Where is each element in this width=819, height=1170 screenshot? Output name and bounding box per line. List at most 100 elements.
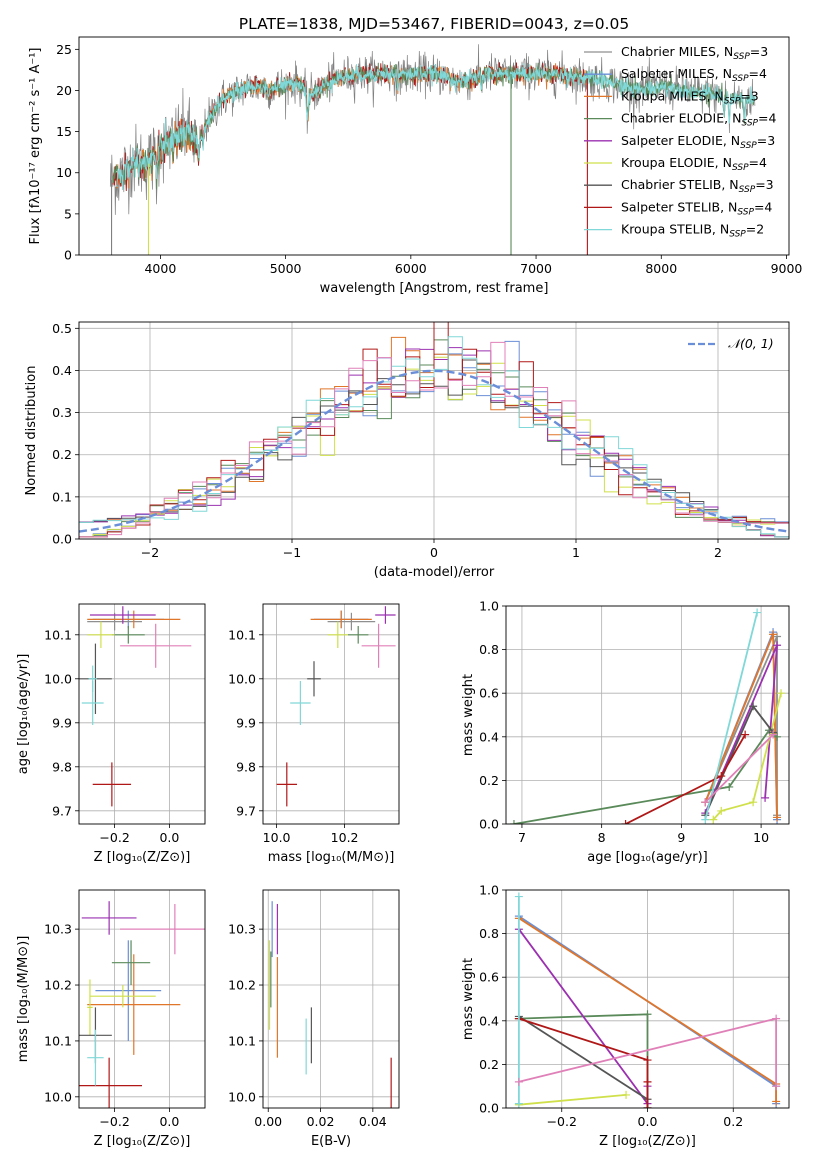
mass-weight-marker bbox=[709, 815, 718, 824]
legend-label-tail: =3 bbox=[750, 44, 768, 59]
mass-weight-marker bbox=[509, 820, 518, 824]
plot-area bbox=[79, 901, 205, 1108]
gaussian-curve bbox=[79, 369, 789, 533]
legend-label: Salpeter MILES, NSSP=4 bbox=[621, 66, 767, 84]
x-axis-label: E(B-V) bbox=[311, 1134, 351, 1149]
y-tick-label: 10.0 bbox=[44, 671, 72, 686]
x-tick-label: 8000 bbox=[645, 261, 677, 276]
age-vs-z-panel: −0.2 0.0 9.7 9.8 9.9 10.0 10.1 Z [log₁₀(Z/Z⊙)] a… bbox=[16, 603, 206, 865]
y-tick-label: 0.1 bbox=[52, 489, 72, 504]
x-axis-label: mass [log₁₀(M/M⊙)] bbox=[268, 850, 395, 865]
y-tick-label: 10.0 bbox=[44, 1089, 72, 1104]
mass-weight-marker bbox=[772, 1014, 781, 1023]
mass-weight-line bbox=[704, 733, 774, 803]
axes-frame bbox=[262, 603, 400, 825]
mass-weight-marker bbox=[643, 1077, 652, 1086]
y-tick-label: 1.0 bbox=[479, 883, 499, 898]
legend-label-main: Chabrier MILES, N bbox=[621, 44, 733, 59]
y-tick-label: 0.6 bbox=[479, 686, 499, 701]
legend-label-tail: =3 bbox=[740, 88, 758, 103]
x-tick-label: 6000 bbox=[395, 261, 427, 276]
x-axis-label: (data-model)/error bbox=[374, 565, 495, 580]
y-tick-label: 5 bbox=[64, 206, 72, 221]
y-tick-label: 0.8 bbox=[479, 642, 499, 657]
legend-label-tail: =4 bbox=[758, 111, 776, 126]
grid bbox=[79, 604, 205, 824]
x-tick-label: 0.00 bbox=[254, 1114, 282, 1129]
y-tick-label: 9.9 bbox=[52, 715, 72, 730]
legend-label-sub: SSP bbox=[732, 163, 749, 173]
y-tick-label: 10.0 bbox=[228, 1089, 256, 1104]
mass-weight-marker bbox=[643, 1056, 652, 1065]
axes-frame bbox=[505, 605, 790, 825]
x-tick-label: 1 bbox=[572, 545, 580, 560]
y-tick-label: 0.3 bbox=[52, 405, 72, 420]
legend-label-sub: SSP bbox=[739, 185, 756, 195]
y-axis-label: mass [log₁₀(M/M⊙)] bbox=[16, 936, 31, 1063]
mass-weight-marker bbox=[514, 892, 523, 901]
x-axis-label: wavelength [Angstrom, rest frame] bbox=[320, 281, 549, 296]
y-tick-label: 10.2 bbox=[44, 978, 72, 993]
legend-label: Kroupa STELIB, NSSP=2 bbox=[621, 222, 764, 240]
mass-weight-marker bbox=[622, 1090, 631, 1099]
mass-weight-line bbox=[704, 612, 758, 820]
plot-area bbox=[276, 606, 396, 807]
x-tick-label: 7000 bbox=[520, 261, 552, 276]
legend-label-main: Kroupa STELIB, N bbox=[621, 222, 729, 237]
x-axis-label: Z [log₁₀(Z/Z⊙)] bbox=[94, 850, 191, 865]
mass-weight-marker bbox=[773, 632, 782, 641]
mass-weight-marker bbox=[621, 820, 630, 824]
legend-label-tail: =4 bbox=[749, 66, 767, 81]
x-tick-label: 0.0 bbox=[638, 1114, 658, 1129]
mass-vs-z-panel: −0.2 0.0 10.0 10.1 10.2 10.3 Z [log₁₀(Z/Z⊙)] ma… bbox=[16, 889, 206, 1149]
x-tick-label: 9 bbox=[677, 830, 685, 845]
y-tick-label: 9.7 bbox=[236, 803, 256, 818]
y-tick-label: 0.2 bbox=[52, 447, 72, 462]
y-tick-label: 9.8 bbox=[52, 759, 72, 774]
grid bbox=[79, 890, 205, 1108]
x-tick-label: 2 bbox=[714, 545, 722, 560]
legend-label-main: Salpeter STELIB, N bbox=[621, 199, 737, 214]
y-tick-label: 20 bbox=[56, 83, 72, 98]
y-tick-label: 10.1 bbox=[44, 1033, 72, 1048]
legend-label: Chabrier STELIB, NSSP=3 bbox=[621, 177, 774, 195]
legend-label-tail: =4 bbox=[754, 199, 772, 214]
y-tick-label: 0.8 bbox=[479, 926, 499, 941]
legend-label: Kroupa MILES, NSSP=3 bbox=[621, 88, 759, 106]
x-tick-label: −2 bbox=[141, 545, 159, 560]
x-tick-label: 0.04 bbox=[359, 1114, 387, 1129]
y-tick-label: 25 bbox=[56, 42, 72, 57]
y-tick-label: 1.0 bbox=[479, 599, 499, 614]
plot-area bbox=[268, 901, 392, 1108]
mass-weight-marker bbox=[725, 782, 734, 791]
y-axis-label: age [log₁₀(age/yr)] bbox=[16, 654, 31, 775]
x-axis-label: age [log₁₀(age/yr)] bbox=[587, 850, 708, 865]
y-tick-label: 10.0 bbox=[228, 671, 256, 686]
legend-label-sub: SSP bbox=[737, 207, 754, 217]
legend-label-main: Kroupa MILES, N bbox=[621, 88, 724, 103]
model-spectrum-line bbox=[112, 62, 756, 190]
axes-frame bbox=[78, 36, 790, 256]
mass-weight-line bbox=[518, 1094, 627, 1106]
plot-area bbox=[79, 606, 192, 807]
mass-weight-marker bbox=[773, 813, 782, 822]
weight-vs-age-panel: 7 8 9 10 0.0 0.2 0.4 0.6 0.8 1.0 age [log₁₀(age/yr… bbox=[461, 599, 790, 865]
y-tick-label: 0.2 bbox=[479, 1057, 499, 1072]
mass-weight-marker bbox=[769, 630, 778, 639]
axes-frame bbox=[78, 321, 790, 540]
legend-label-sub: SSP bbox=[741, 119, 758, 129]
spectrum-panel: 4000 5000 6000 7000 8000 9000 0 5 10 15 20 25 wavele… bbox=[28, 36, 802, 296]
y-tick-label: 9.9 bbox=[236, 715, 256, 730]
x-tick-label: 0 bbox=[430, 545, 438, 560]
mass-weight-marker bbox=[701, 815, 710, 824]
legend-label: 𝒩(0, 1) bbox=[728, 336, 774, 351]
grid bbox=[263, 890, 399, 1108]
legend-label-sub: SSP bbox=[740, 141, 757, 151]
y-axis-label: mass weight bbox=[461, 674, 476, 756]
residuals-panel: −2 −1 0 1 2 0.0 0.1 0.2 0.3 0.4 0.5 (data-model)/er… bbox=[24, 321, 790, 580]
legend-label-sub: SSP bbox=[729, 230, 746, 240]
axes-frame bbox=[262, 889, 400, 1109]
y-tick-label: 0.4 bbox=[479, 1013, 499, 1028]
weight-vs-z-panel: −0.2 0.0 0.2 0.0 0.2 0.4 0.6 0.8 1.0 Z [log₁₀(Z/Z… bbox=[461, 883, 790, 1149]
